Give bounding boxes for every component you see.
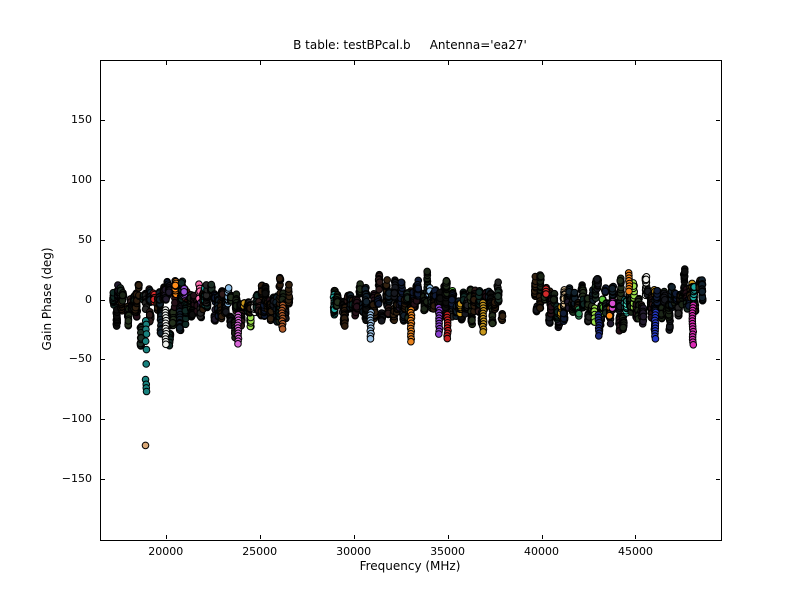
y-tick-label: 50 [78, 232, 92, 246]
x-tick-label: 25000 [242, 545, 278, 558]
tick-mark [165, 61, 167, 65]
tick-mark [101, 179, 105, 181]
tick-mark [101, 359, 105, 361]
tick-mark [716, 479, 720, 481]
tick-mark [447, 61, 449, 65]
tick-mark [101, 479, 105, 481]
y-tick-label: −50 [68, 352, 92, 366]
tick-mark [635, 61, 637, 65]
tick-mark [716, 359, 720, 361]
x-tick-label: 20000 [148, 545, 184, 558]
y-tick-label: −100 [61, 412, 92, 426]
y-axis-label: Gain Phase (deg) [40, 247, 54, 351]
scatter-points-canvas [101, 61, 721, 540]
tick-mark [165, 535, 167, 539]
tick-mark [259, 61, 261, 65]
tick-mark [716, 239, 720, 241]
plot-area [100, 60, 722, 541]
x-tick-label: 45000 [617, 545, 653, 558]
x-tick-label: 35000 [430, 545, 466, 558]
x-tick-label: 30000 [336, 545, 372, 558]
tick-mark [101, 299, 105, 301]
chart-title: B table: testBPcal.b Antenna='ea27' [293, 38, 527, 52]
tick-mark [716, 419, 720, 421]
y-tick-label: 0 [85, 292, 92, 306]
tick-mark [541, 535, 543, 539]
tick-mark [635, 535, 637, 539]
tick-mark [716, 299, 720, 301]
y-tick-label: −150 [61, 472, 92, 486]
tick-mark [353, 535, 355, 539]
tick-mark [101, 419, 105, 421]
tick-mark [716, 119, 720, 121]
tick-mark [716, 179, 720, 181]
y-tick-label: 100 [71, 172, 92, 186]
tick-mark [101, 119, 105, 121]
tick-mark [259, 535, 261, 539]
x-tick-label: 40000 [524, 545, 559, 558]
tick-mark [541, 61, 543, 65]
x-axis-label: Frequency (MHz) [359, 559, 461, 573]
tick-mark [353, 61, 355, 65]
tick-mark [101, 239, 105, 241]
tick-mark [447, 535, 449, 539]
y-tick-label: 150 [71, 112, 92, 126]
